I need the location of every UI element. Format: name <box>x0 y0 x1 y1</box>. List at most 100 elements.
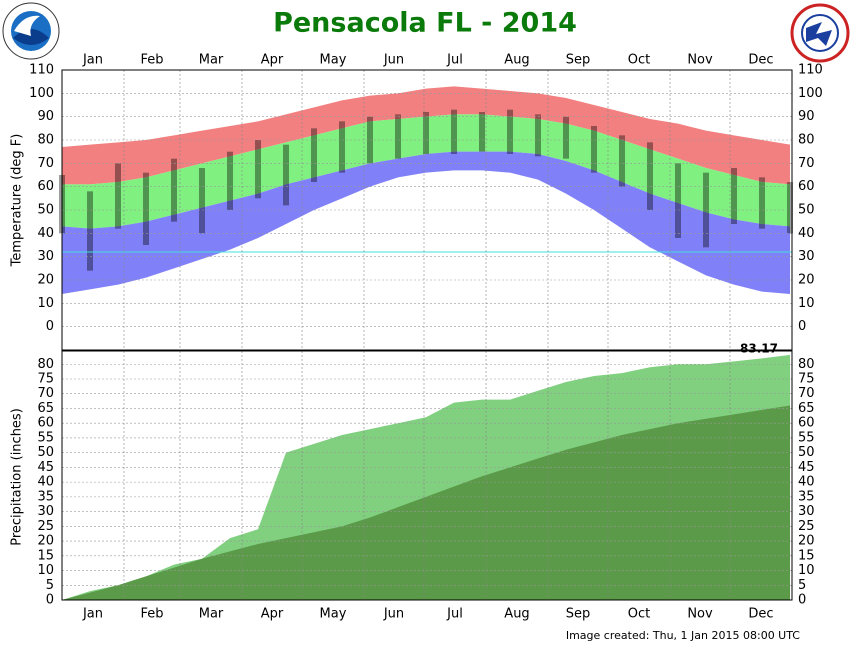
actual-range-bar <box>255 140 261 199</box>
y-tick-label: 20 <box>37 273 54 288</box>
y-tick-label: 20 <box>798 273 815 288</box>
y-tick-label: 50 <box>37 203 54 218</box>
actual-range-bar <box>143 172 149 245</box>
y-tick-label: 40 <box>798 475 815 490</box>
plot-frame <box>61 69 793 351</box>
actual-range-bar <box>619 135 625 187</box>
actual-range-bar <box>227 151 233 210</box>
y-tick-label: 30 <box>37 504 54 519</box>
month-label: May <box>320 53 347 68</box>
y-tick-label: 30 <box>798 504 815 519</box>
y-tick-label: 25 <box>37 519 54 534</box>
y-tick-label: 65 <box>798 401 815 416</box>
actual-range-bar <box>535 114 541 157</box>
total-label: 83.17 <box>740 342 778 356</box>
y-tick-label: 50 <box>37 445 54 460</box>
y-tick-label: 100 <box>798 86 823 101</box>
month-label: Nov <box>687 53 713 68</box>
actual-range-bar <box>115 163 121 229</box>
noaa-logo <box>2 2 60 60</box>
month-label: Dec <box>748 53 773 68</box>
footer: Image created: Thu, 1 Jan 2015 08:00 UTC <box>566 629 800 642</box>
month-label: Jul <box>446 53 463 68</box>
y-tick-label: 5 <box>46 578 54 593</box>
y-tick-label: 80 <box>37 133 54 148</box>
y-tick-label: 100 <box>29 86 54 101</box>
y-tick-label: 75 <box>798 371 815 386</box>
actual-range-bar <box>283 144 289 206</box>
y-tick-label: 45 <box>798 460 815 475</box>
month-label: May <box>320 607 347 622</box>
actual-range-bar <box>479 112 485 152</box>
y-tick-label: 35 <box>798 489 815 504</box>
month-label: Jun <box>383 53 404 68</box>
y-tick-label: 15 <box>798 548 815 563</box>
month-label: Mar <box>199 607 224 622</box>
actual-range-bar <box>311 128 317 182</box>
chart-title: Pensacola FL - 2014 <box>273 8 577 39</box>
plot-frame <box>61 350 793 601</box>
y-tick-label: 10 <box>798 563 815 578</box>
month-label: Oct <box>628 607 650 622</box>
actual-range-bar <box>591 126 597 173</box>
month-label: Feb <box>140 607 163 622</box>
actual-range-bar <box>199 168 205 234</box>
actual-range-bar <box>451 109 457 154</box>
month-label: Oct <box>628 53 650 68</box>
month-label: Jul <box>446 607 463 622</box>
month-label: Nov <box>687 607 713 622</box>
y-tick-label: 0 <box>46 593 54 608</box>
month-label: Aug <box>504 53 529 68</box>
y-tick-label: 110 <box>29 63 54 78</box>
month-label: Apr <box>261 53 284 68</box>
month-label: Jun <box>383 607 404 622</box>
nws-logo <box>790 3 850 63</box>
month-label: Jan <box>82 53 103 68</box>
actual-range-bar <box>647 142 653 210</box>
y-tick-label: 0 <box>798 593 806 608</box>
actual-range-bar <box>87 191 93 271</box>
y-tick-label: 15 <box>37 548 54 563</box>
y-tick-label: 55 <box>798 430 815 445</box>
y-tick-label: 70 <box>798 386 815 401</box>
y-tick-label: 20 <box>798 534 815 549</box>
month-label: Mar <box>199 53 224 68</box>
y-axis-label: Temperature (deg F) <box>10 134 25 268</box>
y-tick-label: 50 <box>798 203 815 218</box>
y-tick-label: 80 <box>798 133 815 148</box>
actual-range-bar <box>507 109 513 154</box>
y-tick-label: 30 <box>798 249 815 264</box>
actual-range-bar <box>563 116 569 159</box>
y-tick-label: 65 <box>37 401 54 416</box>
y-tick-label: 70 <box>798 156 815 171</box>
y-tick-label: 80 <box>798 357 815 372</box>
y-tick-label: 10 <box>37 296 54 311</box>
actual-range-bar <box>787 182 793 234</box>
y-tick-label: 45 <box>37 460 54 475</box>
y-axis-label: Precipitation (inches) <box>10 408 25 546</box>
y-tick-label: 75 <box>37 371 54 386</box>
month-label: Sep <box>566 53 591 68</box>
y-tick-label: 60 <box>37 179 54 194</box>
y-tick-label: 0 <box>798 319 806 334</box>
y-tick-label: 10 <box>798 296 815 311</box>
actual-range-bar <box>759 177 765 229</box>
y-tick-label: 60 <box>798 416 815 431</box>
y-tick-label: 0 <box>46 319 54 334</box>
month-label: Feb <box>140 53 163 68</box>
month-label: Dec <box>748 607 773 622</box>
y-tick-label: 60 <box>798 179 815 194</box>
month-label: Aug <box>504 607 529 622</box>
y-tick-label: 20 <box>37 534 54 549</box>
y-tick-label: 50 <box>798 445 815 460</box>
y-tick-label: 60 <box>37 416 54 431</box>
y-tick-label: 90 <box>798 109 815 124</box>
actual-range-bar <box>171 158 177 222</box>
month-label: Apr <box>261 607 284 622</box>
y-tick-label: 70 <box>37 156 54 171</box>
y-tick-label: 40 <box>37 226 54 241</box>
y-tick-label: 40 <box>798 226 815 241</box>
actual-range-bar <box>675 163 681 238</box>
actual-range-bar <box>395 114 401 159</box>
